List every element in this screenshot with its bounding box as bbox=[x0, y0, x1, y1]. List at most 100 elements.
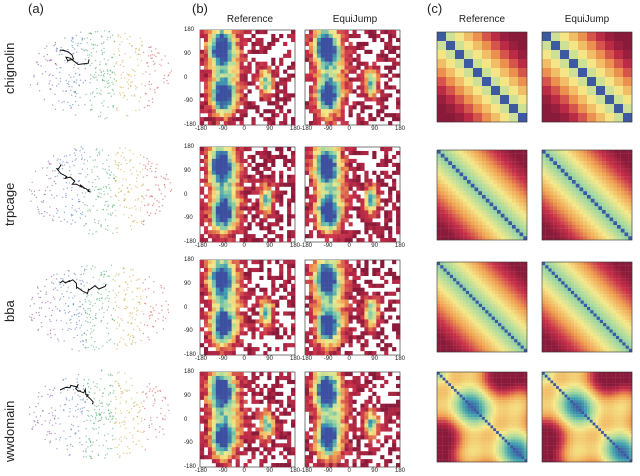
structure-point bbox=[111, 88, 114, 91]
structure-point bbox=[92, 181, 94, 184]
structure-point bbox=[154, 62, 156, 64]
structure-point bbox=[79, 150, 81, 152]
structure-point bbox=[141, 83, 143, 85]
structure-point bbox=[147, 55, 149, 57]
structure-point bbox=[42, 200, 45, 202]
structure-point bbox=[160, 65, 162, 67]
structure-point bbox=[72, 66, 75, 69]
structure-point bbox=[130, 75, 132, 78]
structure-point bbox=[126, 187, 129, 189]
structure-point bbox=[144, 85, 146, 87]
structure-point bbox=[100, 89, 102, 92]
structure-point bbox=[125, 178, 127, 181]
structure-point bbox=[73, 148, 76, 150]
structure-point bbox=[69, 154, 71, 156]
structure-point bbox=[37, 82, 39, 84]
structure-point bbox=[145, 195, 147, 197]
structure-point bbox=[164, 178, 167, 181]
structure-point bbox=[109, 213, 112, 215]
structure-point bbox=[93, 166, 96, 168]
structure-point bbox=[141, 185, 143, 187]
structure-point bbox=[53, 45, 55, 47]
structure-point bbox=[82, 82, 85, 84]
structure-point bbox=[123, 65, 125, 68]
structure-point bbox=[95, 66, 97, 69]
structure-point bbox=[59, 66, 61, 69]
structure-point bbox=[82, 49, 84, 51]
structure-point bbox=[114, 159, 116, 162]
structure-point bbox=[55, 50, 58, 52]
structure-point bbox=[80, 31, 82, 33]
structure-point bbox=[124, 32, 126, 35]
structure-point bbox=[120, 169, 122, 171]
structure-point bbox=[78, 172, 80, 175]
structure-point bbox=[130, 188, 133, 190]
structure-trpcage bbox=[28, 146, 173, 235]
structure-point bbox=[30, 200, 32, 202]
structure-point bbox=[163, 77, 165, 80]
structure-point bbox=[146, 62, 149, 64]
structure-point bbox=[78, 198, 80, 201]
structure-point bbox=[142, 51, 145, 54]
structure-point bbox=[95, 76, 97, 78]
structure-point bbox=[148, 46, 150, 49]
structure-point bbox=[135, 47, 137, 50]
structure-point bbox=[101, 52, 104, 54]
structure-point bbox=[72, 41, 74, 43]
structure-point bbox=[151, 98, 154, 100]
structure-point bbox=[81, 168, 84, 170]
structure-point bbox=[74, 221, 76, 223]
panel-label-b: (b) bbox=[192, 1, 208, 16]
structure-point bbox=[37, 208, 39, 211]
structure-point bbox=[99, 69, 101, 71]
structure-point bbox=[87, 56, 90, 59]
structure-point bbox=[103, 47, 105, 50]
structure-point bbox=[129, 161, 131, 163]
structure-point bbox=[33, 76, 35, 78]
structure-point bbox=[51, 194, 53, 196]
structure-point bbox=[62, 90, 64, 92]
structure-point bbox=[49, 73, 51, 75]
structure-point bbox=[150, 57, 152, 59]
structure-point bbox=[84, 49, 86, 52]
structure-point bbox=[80, 173, 82, 175]
structure-point bbox=[93, 77, 95, 79]
structure-point bbox=[107, 213, 109, 215]
structure-point bbox=[73, 152, 76, 154]
structure-point bbox=[81, 192, 84, 194]
structure-point bbox=[127, 190, 130, 192]
structure-point bbox=[121, 184, 124, 186]
structure-point bbox=[112, 106, 114, 108]
structure-point bbox=[103, 41, 105, 43]
structure-point bbox=[147, 104, 149, 107]
structure-point bbox=[79, 79, 82, 81]
structure-point bbox=[148, 83, 150, 86]
structure-point bbox=[127, 73, 129, 76]
structure-point bbox=[113, 53, 115, 55]
structure-point bbox=[148, 105, 150, 107]
structure-point bbox=[59, 162, 61, 164]
structure-point bbox=[91, 92, 94, 95]
structure-point bbox=[56, 195, 58, 197]
structure-point bbox=[49, 80, 51, 82]
structure-point bbox=[128, 75, 130, 77]
structure-point bbox=[67, 81, 70, 83]
structure-point bbox=[109, 76, 112, 79]
structure-chignolin bbox=[29, 30, 173, 120]
structure-point bbox=[59, 78, 62, 80]
structure-point bbox=[138, 100, 140, 103]
structure-point bbox=[116, 107, 118, 109]
structure-point bbox=[170, 70, 173, 72]
structure-point bbox=[107, 59, 109, 61]
structure-point bbox=[87, 173, 89, 176]
structure-point bbox=[74, 72, 77, 75]
structure-point bbox=[46, 174, 48, 177]
structure-point bbox=[89, 64, 92, 67]
structure-point bbox=[107, 36, 109, 39]
structure-point bbox=[124, 53, 127, 55]
structure-point bbox=[111, 34, 114, 36]
structure-point bbox=[138, 49, 140, 52]
structure-point bbox=[96, 148, 98, 150]
structure-point bbox=[107, 79, 110, 82]
structure-point bbox=[57, 209, 59, 212]
